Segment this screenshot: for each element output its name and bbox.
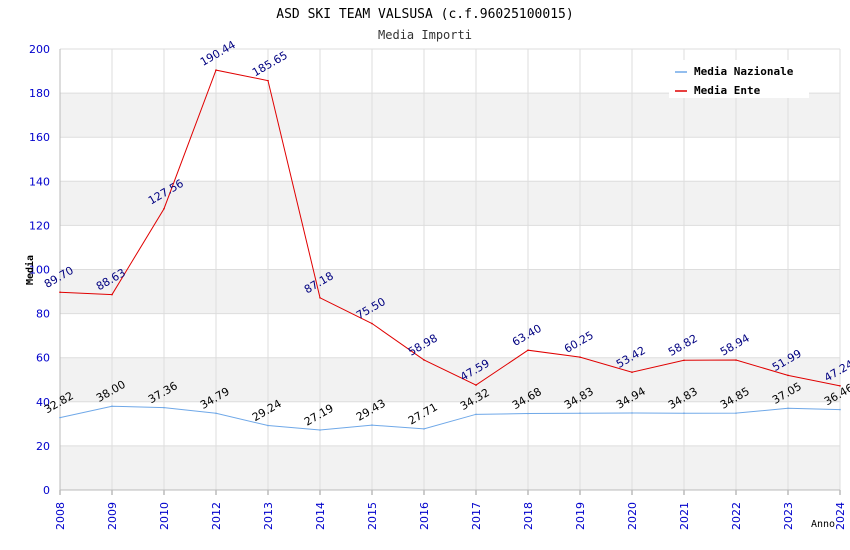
x-tick-label: 2019 [574, 502, 587, 530]
data-point [475, 384, 477, 386]
data-point [735, 359, 737, 361]
data-label: 190.44 [198, 38, 238, 69]
x-tick-label: 2018 [522, 502, 535, 530]
data-point [215, 69, 217, 71]
x-tick-label: 2020 [626, 502, 639, 530]
data-point [527, 349, 529, 352]
data-point [683, 412, 685, 414]
x-tick-label: 2023 [782, 502, 795, 530]
x-tick-label: 2009 [106, 502, 119, 530]
x-tick-label: 2012 [210, 502, 223, 530]
grid-band [60, 445, 840, 490]
data-label: 185.65 [250, 49, 290, 80]
grid-band [60, 93, 840, 138]
legend-label-media-ente: Media Ente [694, 84, 761, 97]
data-point [631, 412, 633, 414]
y-tick-label: 120 [29, 219, 50, 232]
x-tick-label: 2017 [470, 502, 483, 530]
y-tick-label: 160 [29, 131, 50, 144]
data-point [787, 374, 789, 377]
axes: 0 20 40 60 80 100 120 140 160 180 200 2008 2009 2010 2… [29, 43, 847, 530]
data-point [371, 424, 373, 426]
y-tick-label: 180 [29, 87, 50, 100]
data-point [371, 322, 373, 325]
chart-subtitle: Media Importi [378, 28, 472, 42]
background-bands [60, 93, 840, 490]
data-label: 32.82 [42, 389, 76, 416]
gridlines [59, 48, 841, 491]
data-point [579, 356, 581, 358]
data-point [163, 406, 165, 409]
y-tick-label: 20 [36, 440, 50, 453]
x-tick-label: 2024 [834, 502, 847, 530]
y-tick-label: 80 [36, 308, 50, 321]
x-tick-label: 2010 [158, 502, 171, 530]
data-point [319, 296, 321, 299]
data-label: 58.98 [406, 332, 440, 359]
data-point [475, 413, 477, 416]
grid-band [60, 181, 840, 226]
data-point [319, 429, 321, 431]
data-point [215, 412, 217, 415]
data-point [163, 207, 165, 210]
grid-band [60, 357, 840, 402]
data-point [111, 293, 113, 296]
legend-box [669, 60, 809, 98]
data-label: 60.25 [562, 329, 596, 356]
legend-label-media-nazionale: Media Nazionale [694, 65, 794, 78]
data-point [839, 408, 841, 411]
y-tick-label: 60 [36, 352, 50, 365]
y-tick-label: 40 [36, 396, 50, 409]
data-point [267, 424, 269, 427]
y-tick-label: 140 [29, 175, 50, 188]
y-axis-label: Media [24, 255, 36, 285]
chart-title: ASD SKI TEAM VALSUSA (c.f.96025100015) [276, 7, 573, 22]
data-point [423, 428, 425, 430]
y-tick-label: 200 [29, 43, 50, 56]
data-label: 58.82 [666, 332, 700, 359]
data-point [839, 385, 841, 387]
legend: Media Nazionale Media Ente [669, 60, 809, 98]
series-line-media-ente [59, 69, 841, 387]
data-point [787, 407, 789, 410]
x-tick-label: 2022 [730, 502, 743, 530]
x-tick-label: 2013 [262, 502, 275, 530]
series-line-media-nazionale [59, 405, 841, 431]
y-tick-label: 0 [43, 484, 50, 497]
data-label: 58.94 [718, 332, 752, 359]
x-tick-label: 2021 [678, 502, 691, 530]
x-tick-label: 2015 [366, 502, 379, 530]
data-point [59, 416, 61, 419]
data-point [579, 412, 581, 414]
data-point [267, 79, 269, 82]
data-point [111, 405, 113, 408]
data-label: 27.71 [406, 400, 440, 427]
x-tick-label: 2008 [54, 502, 67, 530]
data-point [631, 371, 633, 374]
series-lines [59, 69, 841, 431]
data-point [683, 359, 685, 362]
data-point [59, 291, 61, 294]
x-tick-label: 2016 [418, 502, 431, 530]
data-point [423, 359, 425, 361]
data-label: 63.40 [510, 322, 544, 349]
data-point [527, 412, 529, 415]
data-label: 27.19 [302, 402, 336, 429]
y-tick-label: 100 [29, 264, 50, 277]
x-axis-label: Anno [811, 519, 835, 530]
grid-band [60, 269, 840, 314]
data-point [735, 412, 737, 414]
x-tick-label: 2014 [314, 502, 327, 530]
